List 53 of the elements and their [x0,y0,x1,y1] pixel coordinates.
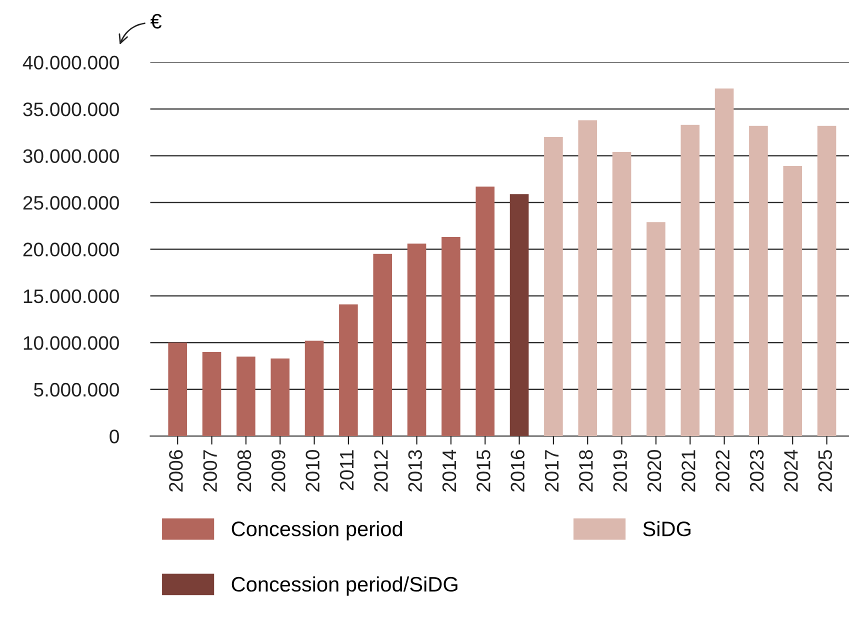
y-tick-label: 25.000.000 [23,196,119,210]
x-tick-label: 2018 [579,450,593,492]
bar [817,126,836,436]
x-tick-label: 2022 [716,450,730,492]
y-tick-label: 10.000.000 [24,336,119,350]
x-tick-label: 2021 [682,450,696,492]
bar [510,194,529,436]
x-tick-label: 2015 [476,450,490,492]
x-tick-label: 2010 [306,450,320,492]
bar [749,126,768,436]
bar [373,254,392,436]
x-tick-label: 2014 [442,450,456,492]
legend-label: SiDG [643,521,690,536]
bar [168,342,188,436]
x-tick-label: 2011 [340,450,354,490]
x-tick-label: 2009 [272,450,286,492]
x-tick-label: 2013 [408,450,422,492]
x-tick-label: 2016 [510,450,524,492]
bar [714,88,734,436]
x-tick-label: 2012 [374,450,388,492]
y-tick-label: 35.000.000 [23,102,119,116]
y-tick-label: 15.000.000 [24,289,119,304]
bar [202,352,222,436]
bar [578,120,598,436]
bar [646,222,666,436]
x-tick-label: 2019 [613,450,628,492]
bar [442,237,460,436]
y-tick-label: 30.000.000 [23,149,119,163]
bar [783,166,802,436]
x-tick-label: 2008 [237,450,252,492]
x-tick-label: 2025 [818,450,832,492]
bar [680,124,700,436]
x-tick-label: 2020 [647,450,662,492]
bar [476,186,495,436]
legend-label: Concession period [232,521,402,540]
text: € [150,14,162,29]
bar [270,358,290,436]
bar [407,244,426,436]
y-tick-label: 0 [110,430,119,444]
x-tick-label: 2017 [544,450,559,492]
x-tick-label: 2007 [203,450,217,492]
bar [612,152,632,436]
x-tick-label: 2023 [750,450,764,492]
x-tick-label: 2024 [784,450,798,492]
legend-label: Concession period/SiDG [232,576,458,596]
bar [304,340,324,436]
y-tick-label: 40.000.000 [22,56,119,70]
bar [544,137,563,436]
x-tick-label: 2006 [169,450,183,492]
y-tick-label: 5.000.000 [34,382,119,397]
bar [236,356,256,436]
bar [339,304,358,436]
y-tick-label: 20.000.000 [23,242,119,256]
